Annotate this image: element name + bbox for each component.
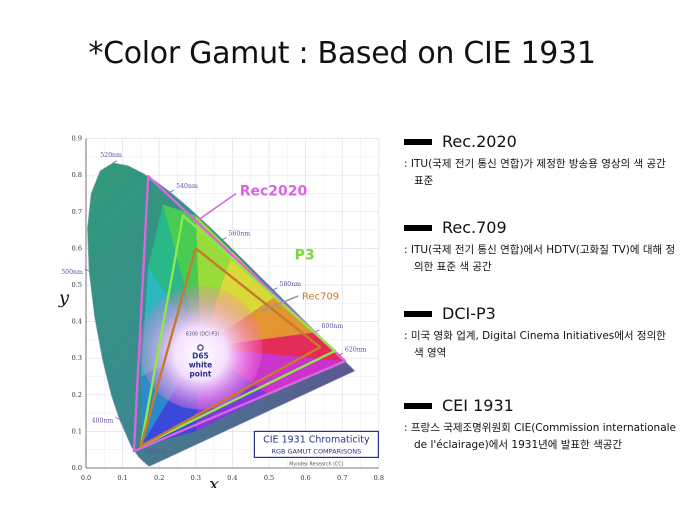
x-tick-label: 0.6 [300,474,310,482]
y-tick-label: 0.7 [72,208,82,216]
badge-subtitle: RGB GAMUT COMPARISONS [271,447,361,455]
wavelength-labels: 460nm 480nm 500nm 520nm 540nm 560nm 580nm 600nm… [61,152,367,458]
wavelength-label: 520nm [100,152,122,159]
section-cie-1931: CEI 1931 : 프랑스 국제조명위원회 CIE(Commission in… [404,396,684,454]
section-title: Rec.2020 [442,132,517,151]
wavelength-label: 460nm [145,448,167,455]
section-description: : ITU(국제 전기 통신 연합)에서 HDTV(고화질 TV)에 대해 정의… [404,244,676,273]
x-axis-label: x [209,474,219,488]
badge-title: CIE 1931 Chromaticity [263,434,370,445]
gamut-rec709 [139,247,322,448]
gamut-p3 [139,214,337,448]
white-point-label: D65 [192,352,209,361]
section-rec2020: Rec.2020 : ITU(국제 전기 통신 연합)가 제정한 방송용 영상의… [404,132,684,190]
bullet-bar [404,402,432,409]
wavelength-tick [338,352,344,356]
y-tick-label: 0.5 [72,281,82,289]
x-tick-label: 0.5 [264,474,274,482]
y-tick-label: 0.1 [72,427,82,435]
white-point-label: white [189,361,213,370]
rec2020-leader [199,192,237,220]
section-dci-p3: DCI-P3 : 미국 영화 업계, Digital Cinema Initia… [404,304,684,362]
wavelength-label: 620nm [345,346,367,353]
y-tick-label: 0.9 [72,135,82,143]
wavelength-tick [170,189,175,193]
spectrum-wedge [162,204,201,348]
bullet-bar [404,138,432,145]
section-description: : ITU(국제 전기 통신 연합)가 제정한 방송용 영상의 색 공간 표준 [404,158,666,187]
x-tick-label: 0.7 [337,474,347,482]
y-tick-label: 0.3 [72,354,82,362]
wavelength-tick [112,160,118,164]
section-rec709: Rec.709 : ITU(국제 전기 통신 연합)에서 HDTV(고화질 TV… [404,218,684,276]
x-tick-label: 0.3 [191,474,201,482]
section-title: Rec.709 [442,218,507,237]
x-tick-label: 0.4 [227,474,237,482]
white-point-marker [197,344,204,351]
y-tick-label: 0.8 [72,171,82,179]
x-tick-label: 0.8 [374,474,384,482]
y-tick-label: 0.2 [72,391,82,399]
section-title: DCI-P3 [442,304,496,323]
wavelength-tick [138,454,143,458]
badge-credit: Myndex Research (CC) [289,461,343,467]
section-description: : 프랑스 국제조명위원회 CIE(Commission internation… [404,422,677,451]
spectral-locus [87,162,356,467]
dci-white-label: 6300 (DCI P3) [186,332,220,338]
gamut-rec2020 [132,175,347,453]
wavelength-label: 580nm [279,281,301,288]
x-tick-label: 0.1 [117,474,127,482]
gamut-triangles [132,175,347,453]
cie-chromaticity-diagram: 460nm 480nm 500nm 520nm 540nm 560nm 580nm 600nm… [58,135,384,488]
p3-label: P3 [295,247,315,263]
y-tick-label: 0.6 [72,244,82,252]
wavelength-tick [222,237,227,240]
rec709-leader [261,295,299,312]
y-axis-label: y [58,287,70,308]
chart-annotations: Rec2020 P3 Rec709 6300 (DCI P3) D65whitepoin… [186,183,379,467]
bullet-bar [404,310,432,317]
page-title: *Color Gamut : Based on CIE 1931 [88,36,596,71]
wavelength-label: 540nm [176,183,198,190]
wavelength-tick [273,287,278,291]
wavelength-tick [115,416,120,420]
section-description: : 미국 영화 업계, Digital Cinema Initiatives에서… [404,330,666,359]
bullet-bar [404,224,432,231]
rec709-label: Rec709 [302,292,339,303]
wavelength-label: 500nm [61,269,83,276]
y-tick-label: 0.0 [72,464,82,472]
wavelength-label: 600nm [321,323,343,330]
badge-box [253,430,379,458]
x-tick-label: 0.0 [81,474,91,482]
x-tick-label: 0.2 [154,474,164,482]
wavelength-label: 560nm [229,231,251,238]
rec2020-label: Rec2020 [240,183,308,199]
wavelength-tick [84,268,90,272]
wavelength-label: 480nm [92,417,114,424]
y-tick-label: 0.4 [72,318,82,326]
wavelength-tick [315,329,320,333]
white-point-label: point [189,370,211,379]
section-title: CEI 1931 [442,396,514,415]
chart-axes: 0.0 0.1 0.2 0.3 0.4 0.5 0.6 0.7 0.8 0.9 0.0 0.1 0.2 0… [58,135,384,488]
